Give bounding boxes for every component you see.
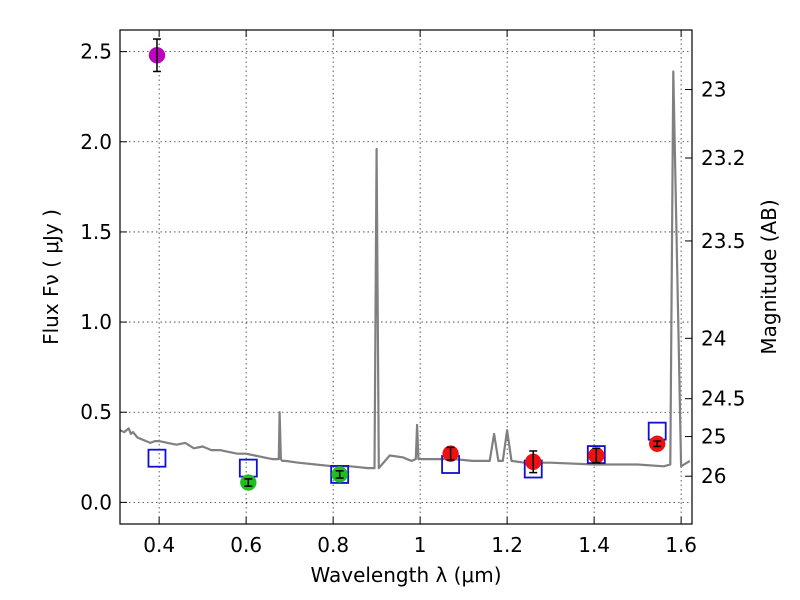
y-tick-label: 2.5: [80, 40, 112, 64]
model-spectrum-line: [119, 70, 691, 470]
x-tick-label: 1.6: [665, 533, 697, 557]
right-tick-label: 23: [701, 77, 726, 101]
x-tick-label: 0.4: [143, 533, 175, 557]
x-axis-label: Wavelength λ (μm): [310, 563, 501, 587]
y-tick-label: 2.0: [80, 130, 112, 154]
right-tick-label: 26: [701, 464, 726, 488]
plot-frame: [119, 29, 693, 525]
right-tick-label: 24.5: [701, 387, 746, 411]
x-tick-label: 0.8: [317, 533, 349, 557]
model-photometry-square: [238, 458, 258, 478]
right-tick-label: 24: [701, 326, 726, 350]
right-tick-label: 25: [701, 425, 726, 449]
model-photometry-square: [147, 448, 167, 468]
y-tick-label: 1.5: [80, 220, 112, 244]
y-tick-label: 0.5: [80, 400, 112, 424]
x-tick-label: 0.6: [230, 533, 262, 557]
y-axis-label-right: Magnitude (AB): [757, 199, 781, 354]
y-axis-label: Flux Fν ( μJy ): [39, 209, 63, 345]
ticks-layer: 0.4 0.6 0.8 1 1.2 1.4 1.6 0.0 0.5 1.0 1.5 2.0 2.5 23 2…: [80, 30, 746, 557]
x-tick-label: 1.2: [491, 533, 523, 557]
x-tick-label: 1: [414, 533, 427, 557]
grid-layer: [120, 30, 692, 524]
y-tick-label: 0.0: [80, 490, 112, 514]
x-tick-label: 1.4: [578, 533, 610, 557]
y-tick-label: 1.0: [80, 310, 112, 334]
plot-area: [119, 38, 691, 491]
right-tick-label: 23.5: [701, 229, 746, 253]
right-tick-label: 23.2: [701, 146, 746, 170]
model-photometry-square: [330, 465, 350, 484]
